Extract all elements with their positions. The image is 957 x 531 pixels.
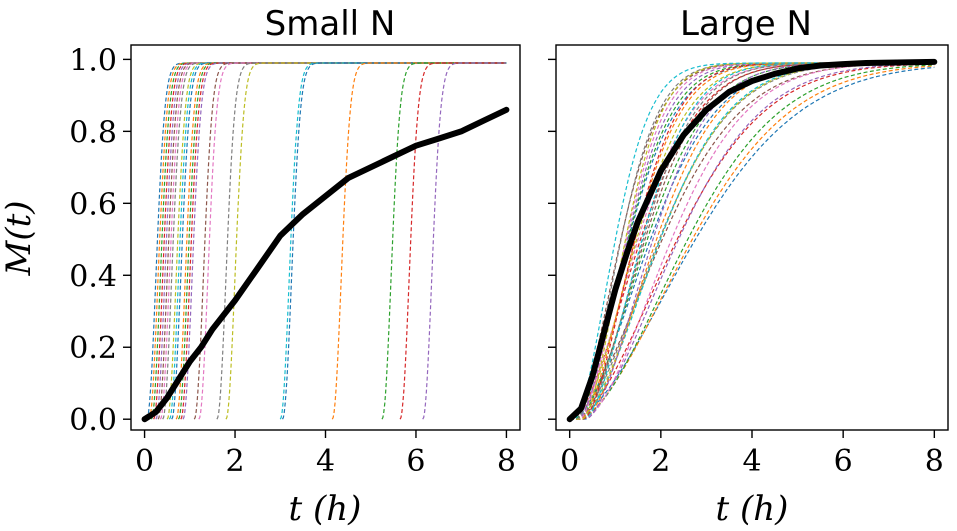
sample-trajectory [569, 62, 935, 420]
sample-trajectory [155, 62, 506, 420]
sample-trajectory [569, 63, 935, 420]
sample-trajectory [225, 62, 507, 420]
sample-trajectory [216, 62, 507, 420]
x-tick-label: 6 [406, 444, 425, 479]
sample-trajectory [422, 62, 506, 420]
y-tick-label: 0.2 [69, 331, 117, 366]
sample-trajectory [569, 62, 935, 420]
panel-large-n: Large N 0 2 4 6 8 t (h) [548, 4, 949, 529]
x-tick-label: 0 [135, 444, 154, 479]
panel-title: Small N [265, 4, 396, 44]
panel-small-n: Small N 0 2 4 6 8 0.0 0.2 0.4 0.6 0.8 1.0 t (h) M(… [0, 4, 521, 529]
x-tick-label: 6 [834, 444, 853, 479]
x-tick-label: 4 [742, 444, 761, 479]
x-tick-label: 0 [560, 444, 579, 479]
sample-trajectory [146, 62, 506, 420]
sample-trajectory [159, 62, 506, 420]
y-tick-label: 0.8 [69, 115, 117, 150]
sample-trajectory [569, 62, 935, 420]
x-axis-label: t (h) [716, 489, 789, 529]
mean-layer [141, 106, 510, 423]
sample-trajectory [175, 62, 507, 420]
sample-trajectory [153, 62, 507, 420]
y-tick-label: 1.0 [69, 43, 117, 78]
sample-trajectory [281, 62, 506, 420]
sample-trajectory [157, 62, 507, 420]
sample-trajectory [180, 62, 507, 420]
mean-curve [141, 106, 510, 423]
x-tick-label: 2 [225, 444, 244, 479]
sample-trajectory [569, 62, 935, 420]
x-tick-label: 2 [651, 444, 670, 479]
sample-trajectory [569, 62, 935, 420]
y-tick-label: 0.6 [69, 187, 117, 222]
sample-trajectory [279, 62, 507, 420]
x-tick-label: 4 [316, 444, 335, 479]
y-tick-label: 0.4 [69, 259, 117, 294]
series-layer [146, 62, 507, 420]
sample-trajectory [569, 63, 935, 420]
x-axis-label: t (h) [289, 489, 362, 529]
x-tick-label: 8 [497, 444, 516, 479]
panel-title: Large N [680, 4, 812, 44]
sample-trajectory [569, 62, 935, 420]
ticks-layer: 0 2 4 6 8 0.0 0.2 0.4 0.6 0.8 1.0 [69, 43, 516, 479]
sample-trajectory [148, 62, 507, 420]
sample-trajectory [162, 62, 507, 420]
sample-trajectory [569, 64, 935, 420]
x-tick-label: 8 [925, 444, 944, 479]
y-axis-label: M(t) [0, 200, 39, 276]
mean-curve [566, 58, 938, 423]
sample-trajectory [198, 62, 507, 420]
y-tick-label: 0.0 [69, 403, 117, 438]
mean-layer [566, 58, 938, 423]
series-layer [569, 62, 935, 420]
sample-trajectory [331, 62, 506, 420]
sample-trajectory [569, 65, 935, 420]
ticks-layer: 0 2 4 6 8 [548, 58, 944, 479]
sample-trajectory [399, 62, 506, 420]
sample-trajectory [193, 62, 507, 420]
